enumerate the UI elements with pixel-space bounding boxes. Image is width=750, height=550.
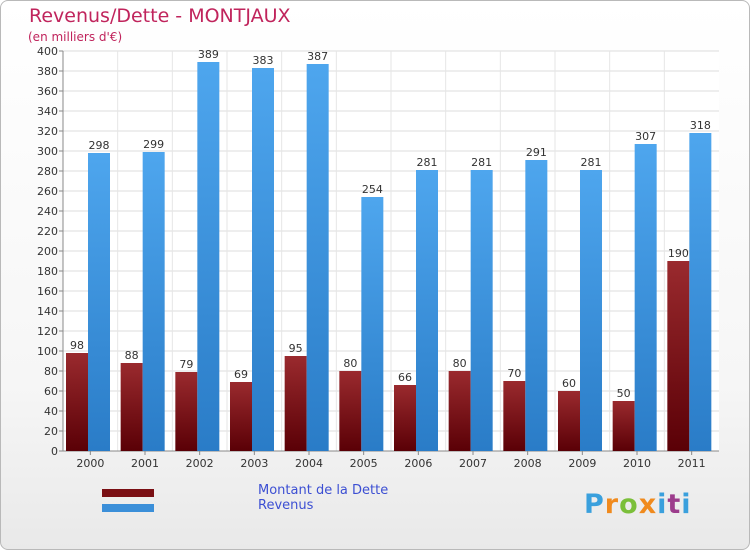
value-label-revenus: 383 [253,54,274,67]
value-label-revenus: 389 [198,48,219,61]
legend-label-dette: Montant de la Dette [258,483,389,498]
bar-dette [612,401,635,451]
value-label-revenus: 291 [526,146,547,159]
y-tick-label: 140 [37,305,58,318]
value-label-dette: 95 [289,342,303,355]
bar-revenus [306,64,329,451]
y-tick-label: 0 [51,445,58,458]
legend-swatch-revenus [102,504,154,512]
x-tick-label: 2002 [186,457,214,470]
y-tick-label: 380 [37,65,58,78]
y-tick-label: 20 [44,425,58,438]
value-label-revenus: 281 [581,156,602,169]
value-label-dette: 70 [507,367,521,380]
value-label-dette: 60 [562,377,576,390]
value-label-revenus: 318 [690,119,711,132]
y-tick-label: 40 [44,405,58,418]
y-tick-label: 220 [37,225,58,238]
y-tick-label: 160 [37,285,58,298]
bar-dette [394,385,416,451]
value-label-revenus: 298 [89,139,110,152]
y-tick-label: 340 [37,105,58,118]
y-tick-label: 80 [44,365,58,378]
value-label-revenus: 387 [307,50,328,63]
y-tick-label: 180 [37,265,58,278]
bar-revenus [361,197,384,451]
bar-revenus [416,170,438,451]
bar-revenus [88,153,110,451]
bar-revenus [689,133,712,451]
bar-dette [120,363,143,451]
x-tick-label: 2003 [240,457,268,470]
value-label-revenus: 299 [143,138,164,151]
value-label-dette: 66 [398,371,412,384]
value-label-dette: 50 [617,387,631,400]
y-tick-label: 400 [37,45,58,58]
y-tick-label: 300 [37,145,58,158]
value-label-dette: 80 [453,357,467,370]
bar-revenus [470,170,493,451]
bar-revenus [634,144,657,451]
bar-revenus [580,170,602,451]
chart-unit-subtitle: (en milliers d'€) [28,30,123,44]
bar-revenus [252,68,274,451]
chart-title: Revenus/Dette - MONTJAUX [29,5,291,27]
x-tick-label: 2005 [350,457,378,470]
value-label-dette: 69 [234,368,248,381]
y-tick-label: 100 [37,345,58,358]
bar-dette [448,371,471,451]
bar-dette [558,391,580,451]
bar-dette [503,381,526,451]
bar-revenus [142,152,165,451]
y-tick-label: 60 [44,385,58,398]
y-tick-label: 360 [37,85,58,98]
bar-dette [66,353,88,451]
value-label-revenus: 254 [362,183,383,196]
value-label-dette: 98 [70,339,84,352]
proxiti-logo: Proxiti [584,489,692,520]
value-label-revenus: 281 [417,156,438,169]
x-tick-label: 2006 [404,457,432,470]
y-tick-label: 200 [37,245,58,258]
x-tick-label: 2000 [76,457,104,470]
bar-revenus [525,160,548,451]
x-tick-label: 2011 [678,457,706,470]
bar-dette [667,261,690,451]
bar-dette [230,382,252,451]
value-label-revenus: 307 [635,130,656,143]
bar-dette [284,356,307,451]
x-tick-label: 2007 [459,457,487,470]
bar-dette [175,372,198,451]
value-label-dette: 79 [179,358,193,371]
x-tick-label: 2001 [131,457,159,470]
legend-label-revenus: Revenus [258,498,314,513]
value-label-dette: 190 [668,247,689,260]
y-tick-label: 320 [37,125,58,138]
x-tick-label: 2004 [295,457,323,470]
bar-dette [339,371,362,451]
x-tick-label: 2008 [514,457,542,470]
bar-revenus [197,62,220,451]
value-label-revenus: 281 [471,156,492,169]
value-label-dette: 88 [125,349,139,362]
x-tick-label: 2009 [568,457,596,470]
x-tick-label: 2010 [623,457,651,470]
y-tick-label: 280 [37,165,58,178]
value-label-dette: 80 [343,357,357,370]
legend-swatch-dette [102,489,154,497]
y-tick-label: 260 [37,185,58,198]
y-tick-label: 240 [37,205,58,218]
y-tick-label: 120 [37,325,58,338]
